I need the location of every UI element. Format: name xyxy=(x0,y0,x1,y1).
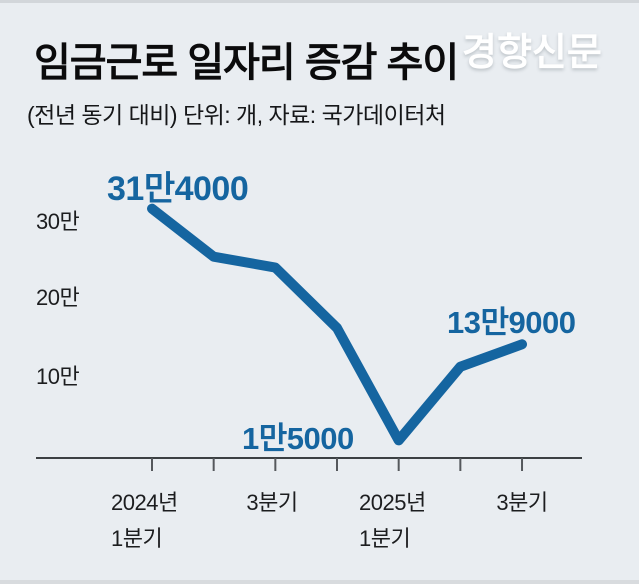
data-label-2025q1-min: 1만5000 xyxy=(242,421,354,456)
trend-line xyxy=(147,203,528,446)
x-axis-tick-label-2024q3: 3분기 xyxy=(246,490,298,515)
x-axis-tick-label-2025q1: 2025년 1분기 xyxy=(359,490,426,551)
y-axis-tick-label-20: 20만 xyxy=(36,285,80,310)
data-label-2024q1: 31만4000 xyxy=(107,170,249,208)
data-label-2025q3: 13만9000 xyxy=(447,305,576,340)
y-axis-tick-label-30: 30만 xyxy=(36,209,80,234)
newspaper-watermark-logo: 경향신문 xyxy=(462,32,602,74)
y-axis-tick-label-10: 10만 xyxy=(36,364,80,389)
x-axis-tick-label-2024q1: 2024년 1분기 xyxy=(111,490,178,551)
page-title: 임금근로 일자리 증감 추이 xyxy=(34,41,459,85)
x-axis-tick-label-2025q3: 3분기 xyxy=(496,490,548,515)
chart-subtitle-source: (전년 동기 대비) 단위: 개, 자료: 국가데이터처 xyxy=(27,102,446,128)
